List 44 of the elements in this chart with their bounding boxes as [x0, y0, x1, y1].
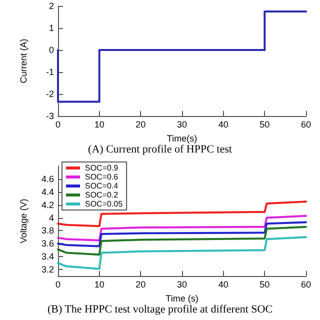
y-tick-label: 3.4: [41, 252, 54, 262]
y-tick-label: 3.8: [41, 226, 54, 236]
x-tick-label: 40: [218, 280, 228, 290]
y-tick-label: 1: [48, 23, 54, 33]
x-tick-label: 60: [300, 120, 312, 130]
legend-label: SOC=0.05: [85, 200, 124, 208]
legend-label: SOC=0.6: [85, 172, 119, 182]
line-series: [57, 236, 307, 270]
y-axis-title: Current (A): [18, 38, 28, 84]
x-tick-label: 40: [218, 120, 228, 130]
x-axis-title: Time (s): [166, 293, 198, 304]
legend-label: SOC=0.9: [85, 164, 119, 172]
y-tick-label: 0: [48, 45, 54, 55]
x-tick-label: 20: [136, 120, 146, 130]
y-tick-label: -1: [46, 67, 54, 77]
y-tick-label: -3: [46, 111, 54, 121]
x-tick-label: 50: [260, 280, 270, 290]
y-tick-label: 4: [48, 212, 54, 223]
x-axis-title: Time(s): [166, 133, 198, 144]
x-tick-label: 60: [300, 280, 312, 290]
y-tick-label: 4.6: [41, 174, 54, 184]
line-series: [57, 200, 307, 228]
x-tick-label: 0: [55, 280, 61, 290]
line-series: [57, 221, 307, 248]
y-tick-label: 4.4: [41, 186, 54, 197]
x-tick-label: 10: [94, 120, 104, 130]
y-tick-label: 3.6: [41, 238, 54, 249]
line-series: [57, 226, 307, 256]
y-tick-label: 4.2: [41, 200, 54, 210]
legend-label: SOC=0.2: [85, 190, 119, 200]
legend-label: SOC=0.4: [85, 182, 119, 190]
y-axis-title: Voltage (V): [18, 198, 28, 244]
x-tick-label: 30: [176, 120, 188, 130]
y-tick-label: 3.2: [41, 264, 54, 275]
text: (B) The HPPC test voltage profile at different SOC: [47, 304, 273, 316]
line-series: [57, 214, 307, 242]
x-tick-label: 30: [176, 280, 188, 290]
text: (A) Current profile of HPPC test: [88, 144, 232, 156]
x-tick-label: 20: [136, 280, 146, 290]
y-tick-label: 2: [48, 1, 54, 11]
x-tick-label: 10: [94, 280, 104, 290]
y-tick-label: -2: [46, 89, 54, 99]
x-tick-label: 50: [260, 120, 270, 130]
x-tick-label: 0: [55, 120, 61, 130]
